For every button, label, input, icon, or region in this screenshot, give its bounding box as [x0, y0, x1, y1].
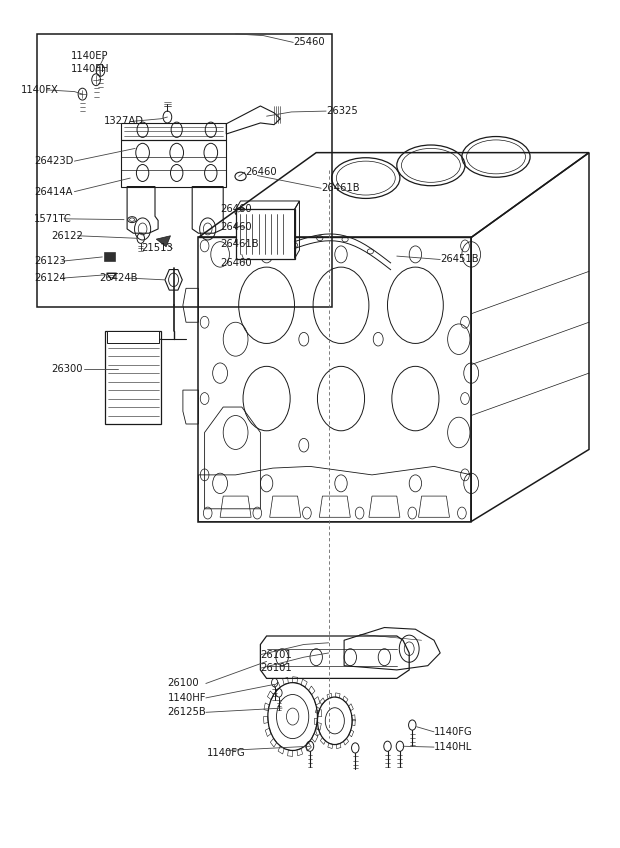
Bar: [105, 331, 161, 424]
Bar: [241, 240, 247, 250]
Text: 26101: 26101: [260, 663, 292, 673]
Bar: [107, 331, 159, 343]
Text: 26461B: 26461B: [321, 183, 360, 193]
Text: 26124: 26124: [34, 273, 66, 283]
Bar: [250, 223, 257, 233]
Text: 1140EP: 1140EP: [71, 52, 108, 61]
Text: 26122: 26122: [51, 231, 83, 241]
Text: 1571TC: 1571TC: [34, 214, 72, 224]
Text: 1140FH: 1140FH: [71, 64, 110, 74]
Text: 26461B: 26461B: [220, 239, 259, 249]
Text: 26101: 26101: [260, 650, 292, 660]
Text: 1140HF: 1140HF: [167, 693, 206, 703]
Bar: [241, 223, 247, 233]
Text: 26424B: 26424B: [99, 273, 138, 283]
Text: 26123: 26123: [34, 256, 66, 266]
Bar: [104, 252, 115, 261]
Text: 1140FG: 1140FG: [207, 748, 246, 758]
Text: 26125B: 26125B: [167, 707, 206, 717]
Polygon shape: [156, 236, 171, 247]
Text: 26100: 26100: [167, 678, 199, 689]
Text: 1140HL: 1140HL: [434, 742, 472, 752]
Text: 26423D: 26423D: [34, 156, 74, 166]
Text: 26451B: 26451B: [440, 254, 479, 265]
Text: 1327AD: 1327AD: [104, 116, 144, 126]
Text: 21513: 21513: [141, 243, 173, 254]
Text: 26300: 26300: [51, 364, 83, 374]
Text: 26460: 26460: [220, 222, 252, 232]
Text: 1140FX: 1140FX: [20, 85, 58, 95]
Text: 26414A: 26414A: [34, 187, 73, 197]
Text: 1140FG: 1140FG: [434, 727, 472, 737]
Text: 26460: 26460: [220, 258, 252, 268]
Text: 25460: 25460: [293, 37, 325, 47]
Text: 26460: 26460: [245, 167, 277, 177]
Text: 26460: 26460: [220, 204, 252, 215]
Bar: [236, 209, 294, 259]
Text: 26325: 26325: [327, 106, 358, 116]
Bar: [250, 240, 257, 250]
